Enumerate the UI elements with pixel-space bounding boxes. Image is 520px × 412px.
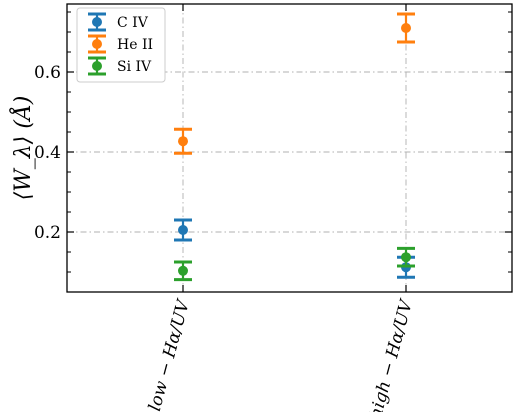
series-civ: [174, 218, 415, 279]
x-category-labels: low − Hα/UV high − Hα/UV: [145, 296, 417, 412]
legend-items: C IV He II Si IV: [88, 12, 153, 76]
axis-ticks: [67, 4, 512, 293]
y-tick-label: 0.6: [34, 63, 61, 83]
legend-marker: [92, 61, 102, 71]
series-heii: [174, 12, 415, 155]
x-category-label: high − Hα/UV: [366, 296, 417, 412]
data-point: [178, 136, 188, 147]
y-tick-label: 0.2: [34, 223, 61, 243]
y-axis-label: ⟨W_λ⟩ (Å): [8, 96, 36, 201]
legend: C IV He II Si IV: [76, 7, 166, 83]
series-siiv: [174, 246, 415, 282]
data-point: [178, 225, 188, 235]
plot-frame: [66, 3, 513, 293]
legend-label: C IV: [117, 15, 149, 31]
data-point: [178, 265, 188, 276]
y-tick-label: 0.4: [34, 143, 61, 163]
legend-item-civ: C IV: [88, 12, 149, 32]
x-category-label: low − Hα/UV: [145, 296, 194, 412]
y-tick-labels: 0.2 0.4 0.6: [34, 63, 61, 243]
legend-marker: [92, 39, 102, 49]
legend-item-siiv: Si IV: [88, 56, 152, 76]
data-point: [401, 252, 411, 263]
legend-item-heii: He II: [88, 34, 153, 54]
legend-marker: [92, 17, 102, 27]
data-series: [174, 12, 415, 282]
legend-label: Si IV: [117, 59, 152, 75]
legend-label: He II: [117, 37, 153, 53]
data-point: [401, 23, 411, 33]
